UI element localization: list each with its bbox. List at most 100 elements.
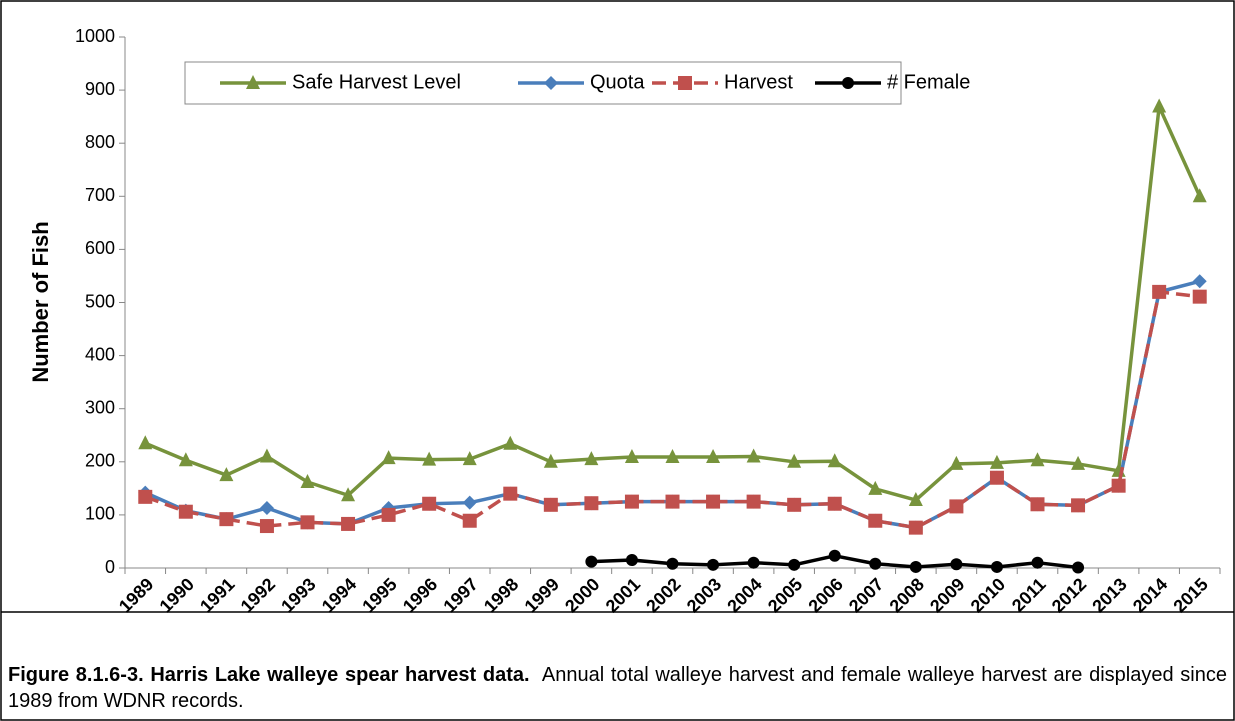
- marker: [1071, 455, 1086, 470]
- y-tick-label: 300: [85, 397, 115, 417]
- marker: [828, 549, 841, 562]
- y-tick-label: 0: [105, 557, 115, 577]
- marker: [949, 455, 964, 470]
- x-tick-label: 2013: [1088, 574, 1130, 616]
- marker: [422, 496, 437, 511]
- marker: [625, 554, 638, 567]
- marker: [138, 489, 153, 504]
- marker: [422, 451, 437, 466]
- x-tick-label: 1997: [439, 574, 481, 616]
- marker: [1111, 478, 1126, 493]
- marker: [678, 76, 692, 90]
- marker: [949, 499, 964, 514]
- x-tick-label: 2003: [683, 574, 725, 616]
- marker: [219, 467, 234, 482]
- marker: [707, 558, 720, 571]
- x-tick-label: 2001: [602, 574, 644, 616]
- marker: [341, 487, 356, 502]
- x-tick-label: 2007: [845, 574, 887, 616]
- marker: [908, 492, 923, 507]
- marker: [665, 494, 680, 509]
- marker: [259, 519, 274, 534]
- caption: Figure 8.1.6-3. Harris Lake walleye spea…: [8, 662, 1227, 714]
- x-tick-label: 1992: [237, 574, 279, 616]
- marker: [219, 512, 234, 527]
- x-tick-label: 2014: [1129, 574, 1171, 616]
- marker: [989, 470, 1004, 485]
- marker: [1192, 188, 1207, 203]
- x-tick-label: 1990: [156, 574, 198, 616]
- marker: [827, 453, 842, 468]
- marker: [827, 496, 842, 511]
- marker: [381, 507, 396, 522]
- x-tick-label: 2012: [1048, 574, 1090, 616]
- legend-label: Safe Harvest Level: [292, 71, 461, 93]
- marker: [624, 494, 639, 509]
- marker: [746, 448, 761, 463]
- marker: [246, 75, 260, 89]
- marker: [787, 497, 802, 512]
- caption-label: Figure 8.1.6-3. Harris Lake walleye spea…: [8, 664, 530, 686]
- y-tick-label: 400: [85, 344, 115, 364]
- marker: [543, 497, 558, 512]
- x-tick-label: 1996: [399, 574, 441, 616]
- x-tick-label: 2009: [926, 574, 968, 616]
- marker: [462, 495, 477, 510]
- marker: [543, 453, 558, 468]
- x-tick-label: 2011: [1008, 574, 1050, 616]
- marker: [868, 513, 883, 528]
- caption-text: Annual total walleye harvest and female …: [8, 664, 1227, 712]
- series-line: [144, 279, 1201, 530]
- marker: [908, 520, 923, 535]
- series-line: [144, 290, 1200, 530]
- marker: [259, 500, 274, 515]
- marker: [1192, 289, 1207, 304]
- marker: [624, 449, 639, 464]
- x-tick-label: 1995: [358, 574, 400, 616]
- marker: [585, 555, 598, 568]
- x-tick-label: 1999: [521, 574, 563, 616]
- marker: [1030, 497, 1045, 512]
- marker: [665, 449, 680, 464]
- legend-label: Harvest: [724, 71, 793, 93]
- marker: [1152, 98, 1167, 113]
- marker: [178, 504, 193, 519]
- x-tick-label: 1991: [196, 574, 238, 616]
- marker: [868, 480, 883, 495]
- marker: [381, 450, 396, 465]
- x-tick-label: 2008: [886, 574, 928, 616]
- marker: [300, 473, 315, 488]
- marker: [706, 494, 721, 509]
- marker: [950, 558, 963, 571]
- marker: [842, 77, 854, 89]
- y-tick-label: 800: [85, 132, 115, 152]
- x-tick-label: 2000: [561, 574, 603, 616]
- marker: [584, 496, 599, 511]
- marker: [1192, 274, 1207, 289]
- x-tick-label: 1989: [115, 574, 157, 616]
- x-tick-label: 1994: [318, 574, 360, 616]
- marker: [990, 560, 1003, 573]
- series-line: [144, 104, 1202, 502]
- marker: [259, 448, 274, 463]
- marker: [1152, 284, 1167, 299]
- y-tick-label: 600: [85, 238, 115, 258]
- marker: [787, 453, 802, 468]
- marker: [909, 560, 922, 573]
- marker: [341, 516, 356, 531]
- marker: [666, 557, 679, 570]
- marker: [1071, 498, 1086, 513]
- marker: [138, 435, 153, 450]
- x-tick-label: 2005: [764, 574, 806, 616]
- marker: [869, 557, 882, 570]
- marker: [503, 435, 518, 450]
- marker: [788, 558, 801, 571]
- marker: [544, 76, 558, 90]
- marker: [300, 515, 315, 530]
- y-tick-label: 200: [85, 451, 115, 471]
- marker: [462, 451, 477, 466]
- y-axis-label: Number of Fish: [28, 221, 53, 382]
- y-tick-label: 500: [85, 291, 115, 311]
